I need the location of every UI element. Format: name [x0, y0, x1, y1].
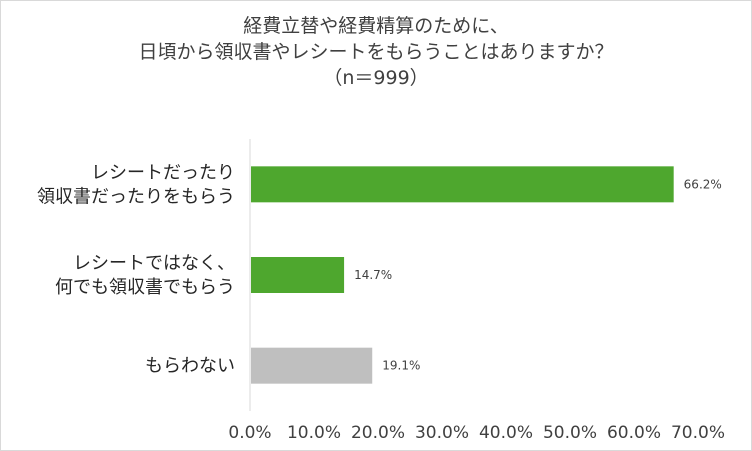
category-label-2-line-1: レシートではなく、	[73, 253, 235, 274]
x-tick-label-4: 30.0%	[415, 423, 469, 443]
data-label-3: 19.1%	[382, 359, 420, 373]
bar-1	[251, 166, 674, 203]
bar-3	[251, 347, 373, 384]
x-tick-label-1: 0.0%	[228, 423, 271, 443]
category-label-1-line-1: レシートだったり	[91, 162, 235, 183]
x-tick-label-2: 10.0%	[287, 423, 341, 443]
x-tick-label-8: 70.0%	[671, 423, 725, 443]
x-tick-label-7: 60.0%	[607, 423, 661, 443]
bar-2	[251, 257, 345, 293]
x-tick-label-5: 40.0%	[479, 423, 533, 443]
chart-title-line-2: 日頃から領収書やレシートをもらうことはありますか？	[138, 41, 614, 63]
x-tick-label-3: 20.0%	[351, 423, 405, 443]
chart-title: 経費立替や経費精算のために、 日頃から領収書やレシートをもらうことはありますか？…	[1, 13, 751, 91]
data-label-2: 14.7%	[354, 268, 392, 282]
category-label-3-line-1: もらわない	[145, 356, 235, 377]
chart-title-line-1: 経費立替や経費精算のために、	[243, 15, 509, 37]
x-tick-label-6: 50.0%	[543, 423, 597, 443]
chart-title-line-3: （n＝999）	[323, 67, 429, 89]
category-label-2-line-2: 何でも領収書でもらう	[55, 277, 235, 298]
category-label-1-line-2: 領収書だったりをもらう	[37, 186, 235, 207]
data-label-1: 66.2%	[684, 177, 722, 191]
